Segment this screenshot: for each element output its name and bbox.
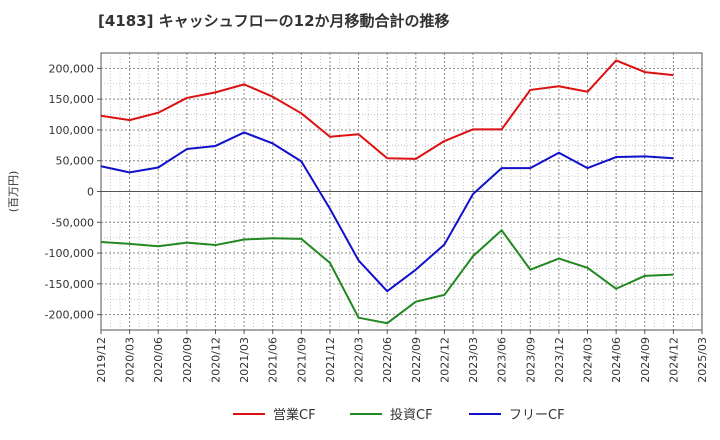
x-tick-label: 2024/09 bbox=[639, 337, 652, 383]
legend-label-1: 投資CF bbox=[390, 407, 433, 423]
series-line-2 bbox=[100, 131, 674, 293]
x-tick-label: 2020/03 bbox=[124, 337, 137, 383]
y-tick-label: 100,000 bbox=[49, 124, 95, 137]
x-tick-label: 2025/03 bbox=[696, 337, 709, 383]
x-tick-label: 2023/03 bbox=[467, 337, 480, 383]
x-tick-label: 2020/09 bbox=[181, 337, 194, 383]
y-axis-label: (百万円) bbox=[7, 171, 20, 213]
x-tick-label: 2022/09 bbox=[410, 337, 423, 383]
x-tick-label: 2024/03 bbox=[582, 337, 595, 383]
y-tick-label: -100,000 bbox=[45, 247, 94, 260]
y-tick-label: 150,000 bbox=[49, 93, 95, 106]
x-tick-label: 2023/12 bbox=[553, 337, 566, 383]
y-tick-label: 200,000 bbox=[49, 62, 95, 75]
x-tick-label: 2024/06 bbox=[610, 337, 623, 383]
x-tick-label: 2024/12 bbox=[667, 337, 680, 383]
series-line-0 bbox=[100, 59, 674, 160]
series-line-1 bbox=[100, 229, 674, 325]
y-tick-label: -50,000 bbox=[52, 216, 94, 229]
x-tick-label: 2022/12 bbox=[438, 337, 451, 383]
y-tick-label: -150,000 bbox=[45, 278, 94, 291]
legend-label-0: 営業CF bbox=[273, 407, 316, 423]
x-tick-label: 2021/12 bbox=[324, 337, 337, 383]
x-tick-label: 2021/03 bbox=[238, 337, 251, 383]
x-tick-label: 2022/03 bbox=[353, 337, 366, 383]
x-tick-label: 2019/12 bbox=[95, 337, 108, 383]
legend-label-2: フリーCF bbox=[509, 408, 565, 423]
y-tick-label: 0 bbox=[87, 186, 94, 199]
chart-title: [4183] キャッシュフローの12か月移動合計の推移 bbox=[98, 12, 450, 30]
x-tick-label: 2023/06 bbox=[496, 337, 509, 383]
x-tick-label: 2020/06 bbox=[152, 337, 165, 383]
x-tick-label: 2020/12 bbox=[209, 337, 222, 383]
y-tick-label: 50,000 bbox=[56, 155, 95, 168]
x-tick-label: 2021/06 bbox=[267, 337, 280, 383]
x-tick-label: 2022/06 bbox=[381, 337, 394, 383]
y-tick-label: -200,000 bbox=[45, 309, 94, 322]
x-tick-label: 2021/09 bbox=[295, 337, 308, 383]
x-tick-label: 2023/09 bbox=[524, 337, 537, 383]
